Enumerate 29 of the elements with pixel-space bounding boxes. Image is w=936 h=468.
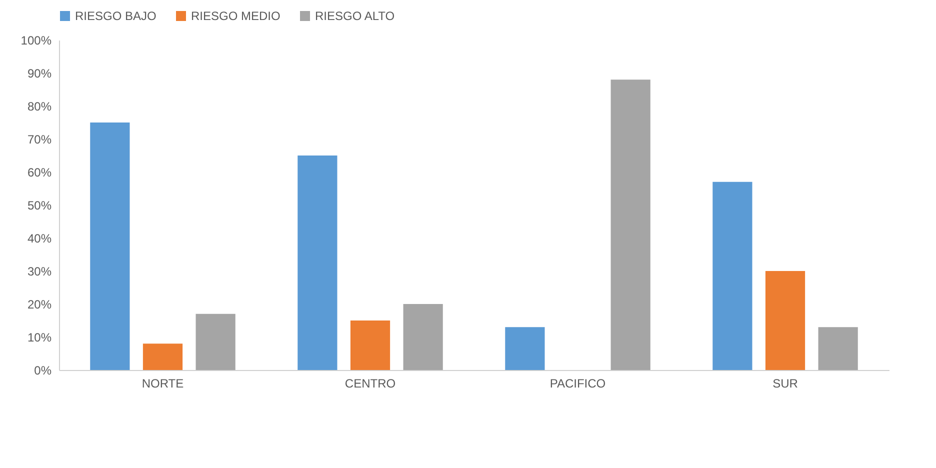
x-tick-label: SUR: [772, 376, 798, 390]
bar: [403, 304, 443, 370]
y-tick-label: 90%: [27, 66, 52, 80]
legend-label: RIESGO MEDIO: [191, 9, 280, 23]
y-tick-label: 80%: [27, 100, 52, 114]
bar: [765, 271, 806, 370]
y-tick-label: 10%: [27, 330, 52, 344]
legend-label: RIESGO BAJO: [75, 9, 156, 23]
bar: [610, 80, 650, 370]
y-tick-label: 100%: [20, 34, 52, 48]
bar: [350, 320, 390, 370]
bar: [196, 314, 236, 370]
bar: [90, 122, 130, 370]
y-tick-label: 20%: [27, 298, 52, 312]
y-tick-label: 30%: [27, 264, 52, 278]
y-tick-label: 40%: [27, 232, 52, 246]
legend-label: RIESGO ALTO: [315, 9, 395, 23]
x-tick-label: CENTRO: [344, 376, 396, 390]
bar: [818, 327, 858, 370]
y-tick-label: 50%: [27, 198, 52, 212]
bar: [505, 327, 545, 370]
y-tick-label: 0%: [34, 364, 52, 378]
bar: [142, 344, 183, 370]
bar: [298, 156, 338, 370]
y-tick-label: 60%: [27, 166, 52, 180]
y-tick-label: 70%: [27, 132, 52, 146]
bar: [712, 182, 752, 370]
x-tick-label: PACIFICO: [550, 376, 606, 390]
x-tick-label: NORTE: [142, 376, 184, 390]
